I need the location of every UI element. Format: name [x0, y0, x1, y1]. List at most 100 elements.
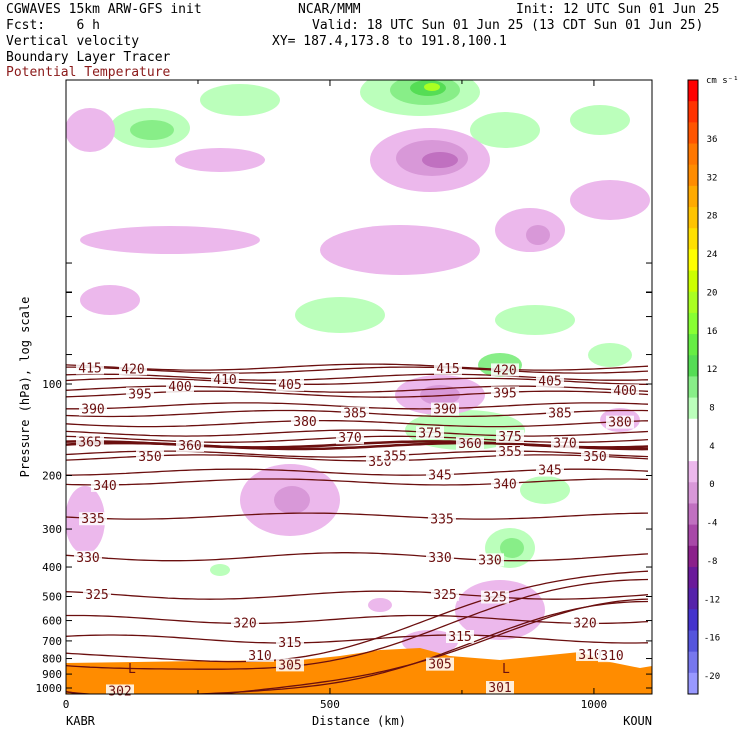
theta-contour-label: 350 — [583, 450, 606, 465]
theta-contour-label: 335 — [81, 512, 104, 527]
theta-contour-label: 370 — [338, 431, 361, 446]
theta-contour — [66, 419, 649, 428]
theta-contour-label: 380 — [293, 415, 316, 430]
model-title: CGWAVES 15km ARW-GFS init — [6, 2, 202, 17]
colorbar-swatch — [688, 651, 698, 674]
y-tick-label: 600 — [42, 615, 62, 628]
colorbar-label: 16 — [707, 327, 718, 337]
theta-contour-label: 405 — [538, 374, 561, 389]
theta-contour — [66, 634, 649, 644]
org-label: NCAR/MMM — [298, 2, 361, 17]
theta-contour — [66, 578, 649, 670]
theta-contour-label: 395 — [493, 386, 516, 401]
colorbar-swatch — [688, 418, 698, 441]
theta-contour-label: 360 — [458, 437, 481, 452]
theta-contour — [66, 590, 649, 600]
y-tick-label: 700 — [42, 635, 62, 648]
x-tick-label: 1000 — [581, 698, 608, 711]
colorbar-swatch — [688, 270, 698, 293]
colorbar-label: 36 — [707, 135, 718, 145]
theta-contour-label: 405 — [278, 378, 301, 393]
colorbar-swatch — [688, 609, 698, 631]
theta-contour-label: 415 — [436, 362, 459, 377]
right-endpoint-label: KOUN — [623, 714, 652, 728]
field-potential-temperature: Potential Temperature — [6, 65, 171, 80]
x-axis-label: Distance (km) — [312, 714, 406, 728]
theta-contour-label: 315 — [278, 636, 301, 651]
colorbar-swatch — [688, 566, 698, 589]
colorbar-swatch — [688, 143, 698, 166]
colorbar-swatch — [688, 101, 698, 123]
colorbar-swatch — [688, 630, 698, 653]
theta-contour-label: 400 — [168, 380, 191, 395]
theta-contour-label: 420 — [121, 362, 144, 377]
theta-contour-label: 355 — [498, 445, 521, 460]
colorbar-swatch — [688, 164, 698, 187]
colorbar-swatch — [688, 524, 698, 547]
colorbar-label: -8 — [707, 557, 718, 567]
colorbar-swatch — [688, 503, 698, 526]
colorbar-label: 4 — [709, 442, 714, 452]
low-annotation: L — [128, 662, 136, 677]
colorbar-label: -4 — [707, 519, 718, 529]
theta-contour-label: 415 — [78, 361, 101, 376]
y-tick-label: 1000 — [36, 682, 63, 695]
theta-contour-label: 375 — [418, 426, 441, 441]
colorbar-label: -12 — [704, 595, 720, 605]
colorbar-swatch — [688, 588, 698, 610]
theta-contour-label: 330 — [428, 551, 451, 566]
theta-contour-label: 325 — [85, 588, 108, 603]
x-tick-label: 0 — [63, 698, 70, 711]
theta-contour-label: 345 — [428, 469, 451, 484]
theta-contour-label: 301 — [488, 681, 511, 696]
theta-contour — [66, 366, 649, 374]
y-tick-label: 100 — [42, 378, 62, 391]
colorbar-swatch — [688, 397, 698, 420]
colorbar-swatch — [688, 439, 698, 462]
y-tick-label: 800 — [42, 653, 62, 666]
theta-contour-label: 310 — [578, 648, 601, 663]
init-time: Init: 12 UTC Sun 01 Jun 25 — [516, 2, 720, 17]
y-tick-label: 300 — [42, 523, 62, 536]
field-vertical-velocity: Vertical velocity — [6, 34, 140, 49]
colorbar-swatch — [688, 228, 698, 250]
colorbar-swatch — [688, 291, 698, 314]
colorbar-swatch — [688, 249, 698, 272]
colorbar-swatch — [688, 376, 698, 399]
theta-contour-label: 340 — [493, 477, 516, 492]
colorbar-label: 28 — [707, 212, 718, 222]
theta-contour-label: 385 — [548, 407, 571, 422]
theta-contour — [66, 614, 649, 625]
colorbar-unit: cm s⁻¹ — [706, 76, 739, 86]
colorbar: 36 32 28 24 20 16 12 8 4 0 -4 -8 -12 -16 -20 — [687, 79, 720, 695]
theta-contour — [66, 512, 649, 520]
theta-contour-label: 302 — [108, 684, 131, 699]
colorbar-swatch — [688, 672, 698, 695]
y-tick-label: 400 — [42, 561, 62, 574]
colorbar-swatch — [688, 122, 698, 145]
theta-contour — [66, 600, 649, 694]
theta-contour — [66, 478, 649, 486]
theta-contour-label: 355 — [383, 449, 406, 464]
colorbar-swatch — [688, 461, 698, 483]
theta-contour — [66, 429, 649, 437]
theta-contour-label: 320 — [233, 616, 256, 631]
xy-coordinates: XY= 187.4,173.8 to 191.8,100.1 — [272, 34, 507, 49]
theta-contour-label: 325 — [483, 591, 506, 606]
theta-contour-label: 320 — [573, 616, 596, 631]
theta-contour — [66, 570, 649, 663]
vertical-velocity-shading — [66, 80, 650, 654]
forecast-hour: Fcst: 6 h — [6, 18, 100, 33]
colorbar-frame — [687, 79, 699, 695]
x-axis: 0 500 1000 — [63, 80, 607, 711]
colorbar-label: 24 — [707, 250, 718, 260]
y-tick-label: 200 — [42, 470, 62, 483]
colorbar-swatch — [688, 334, 698, 356]
theta-contour-label: 410 — [213, 373, 236, 388]
theta-contour-label: 370 — [553, 436, 576, 451]
colorbar-swatch — [688, 482, 698, 504]
valid-time: Valid: 18 UTC Sun 01 Jun 25 (13 CDT Sun … — [312, 18, 704, 33]
theta-contour-label: 310 — [600, 649, 623, 664]
